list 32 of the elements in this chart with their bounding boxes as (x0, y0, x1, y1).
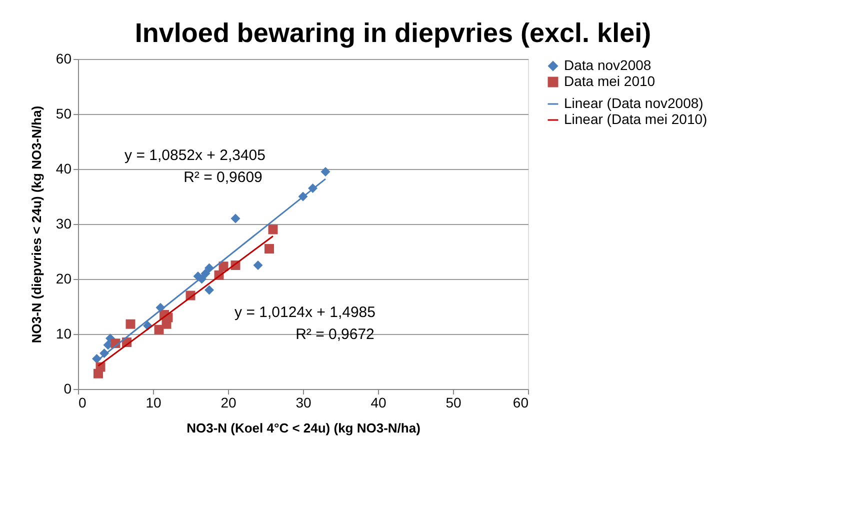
annotation: R² = 0,9672 (296, 326, 374, 343)
point (320, 167, 330, 176)
annotation: R² = 0,9609 (184, 169, 262, 186)
x-tick-label: 30 (296, 394, 312, 410)
legend-label: Linear (Data nov2008) (564, 95, 704, 111)
y-tick-label: 30 (56, 216, 72, 232)
chart-title: Invloed bewaring in diepvries (excl. klei) (134, 18, 652, 48)
point (126, 319, 136, 329)
y-axis-title: NO3-N (diepvries < 24u) (kg NO3-N/ha) (28, 106, 44, 344)
legend-label: Data mei 2010 (564, 73, 656, 89)
point (264, 244, 274, 254)
point (230, 214, 240, 224)
y-tick-label: 40 (56, 160, 72, 176)
y-tick-label: 10 (56, 326, 72, 342)
x-tick-label: 40 (370, 394, 386, 410)
x-tick-label: 60 (512, 394, 529, 410)
y-tick-label: 20 (56, 270, 72, 286)
y-tick-label: 0 (64, 380, 72, 396)
x-tick-label: 0 (78, 394, 86, 410)
annotation: y = 1,0852x + 2,3405 (124, 147, 266, 164)
legend-label: Data nov2008 (564, 57, 652, 73)
annotation: y = 1,0124x + 1,4985 (234, 304, 376, 321)
y-tick-label: 50 (56, 106, 72, 122)
x-tick-label: 50 (446, 394, 462, 410)
legend-label: Linear (Data mei 2010) (564, 111, 708, 127)
point (253, 260, 263, 270)
x-tick-label: 20 (220, 394, 236, 410)
y-tick-label: 60 (56, 50, 72, 66)
point (204, 285, 214, 295)
point (268, 224, 278, 234)
x-tick-label: 10 (146, 394, 162, 410)
x-axis-title: NO3-N (Koel 4°C < 24u) (kg NO3-N/ha) (186, 420, 420, 436)
